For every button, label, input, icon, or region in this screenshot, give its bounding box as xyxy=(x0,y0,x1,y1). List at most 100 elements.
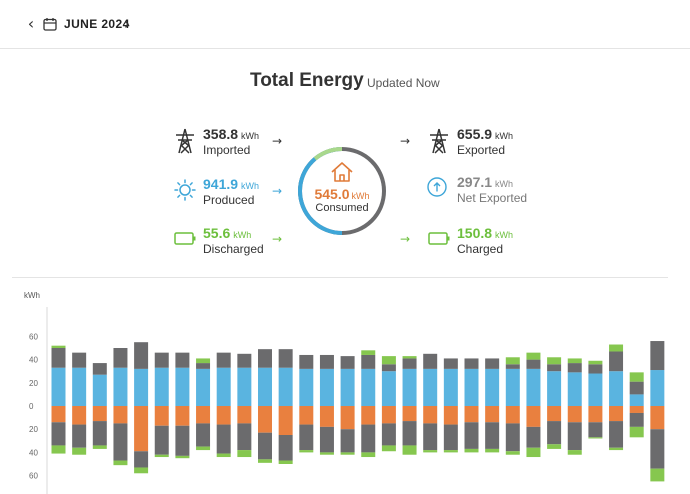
bar-battery-charged xyxy=(381,356,396,365)
bar-home xyxy=(464,406,479,423)
bar-solar xyxy=(526,368,541,406)
bar-battery-discharged xyxy=(505,451,520,455)
bar-battery-charged xyxy=(402,356,417,359)
bar-home xyxy=(278,406,293,435)
exported-arrow: → xyxy=(400,134,411,148)
battery-icon xyxy=(174,232,196,245)
bar-solar xyxy=(567,372,582,406)
bar-grid-exported xyxy=(299,354,314,369)
bar-home xyxy=(485,406,500,423)
bar-home xyxy=(402,406,417,422)
bar-solar xyxy=(464,368,479,406)
prev-month-button[interactable]: ‹ xyxy=(27,14,35,33)
up-arrow-circle-icon xyxy=(427,177,447,197)
bar-grid-exported xyxy=(505,364,520,369)
bar-home xyxy=(381,406,396,424)
bar-grid-exported xyxy=(464,358,479,369)
battery-icon xyxy=(428,232,450,245)
bar-battery-charged xyxy=(361,350,376,355)
bar-grid-imported xyxy=(154,425,169,455)
bar-grid-imported xyxy=(319,426,334,453)
bar-battery-discharged xyxy=(113,460,128,466)
updated-status: Updated Now xyxy=(367,76,440,90)
bar-battery-discharged xyxy=(567,450,582,455)
bar-solar xyxy=(175,367,190,406)
bar-grid-exported xyxy=(629,381,644,395)
bar-battery-discharged xyxy=(423,450,438,453)
bar-grid-imported xyxy=(196,423,211,447)
bar-home xyxy=(361,406,376,425)
exported-label: Exported xyxy=(457,143,506,157)
power-tower-icon xyxy=(176,128,194,154)
produced-unit: kWh xyxy=(241,181,260,191)
bar-solar xyxy=(505,368,520,406)
bar-battery-charged xyxy=(588,360,603,365)
house-icon xyxy=(331,162,353,182)
bar-battery-charged xyxy=(567,358,582,364)
bar-grid-imported xyxy=(72,424,87,448)
bar-grid-exported xyxy=(361,354,376,369)
bar-grid-imported xyxy=(340,429,355,453)
bar-grid-imported xyxy=(567,422,582,451)
bar-grid-exported xyxy=(423,353,438,369)
bar-battery-charged xyxy=(526,352,541,360)
bar-solar xyxy=(340,368,355,406)
bar-grid-imported xyxy=(505,423,520,452)
y-axis-unit-label: kWh xyxy=(24,291,40,300)
bar-home xyxy=(567,406,582,423)
y-tick-label: 20 xyxy=(29,425,38,434)
bar-battery-discharged xyxy=(299,450,314,453)
produced-arrow: → xyxy=(272,184,283,198)
bar-battery-charged xyxy=(51,345,66,348)
charged-label: Charged xyxy=(457,242,504,256)
bar-home xyxy=(299,406,314,425)
bar-grid-exported xyxy=(196,363,211,369)
bar-grid-exported xyxy=(609,351,624,372)
net-exported-unit: kWh xyxy=(495,179,514,189)
bar-grid-exported xyxy=(567,363,582,373)
bar-solar xyxy=(402,368,417,406)
exported-unit: kWh xyxy=(495,131,514,141)
bar-home xyxy=(505,406,520,424)
page-title: Total Energy xyxy=(250,70,364,91)
bar-solar xyxy=(299,368,314,406)
bar-grid-exported xyxy=(650,341,665,371)
power-tower-icon xyxy=(430,128,448,154)
bar-grid-imported xyxy=(381,423,396,446)
bar-battery-charged xyxy=(505,357,520,365)
month-selector[interactable]: JUNE 2024 xyxy=(64,17,130,31)
discharged-unit: kWh xyxy=(233,230,252,240)
bar-home xyxy=(340,406,355,430)
imported-value: 358.8 kWh xyxy=(203,126,260,142)
bar-battery-discharged xyxy=(237,450,252,458)
bar-solar xyxy=(196,368,211,406)
bar-solar xyxy=(485,368,500,406)
bar-battery-discharged xyxy=(485,448,500,453)
bar-home xyxy=(134,406,149,452)
bar-battery-discharged xyxy=(278,460,293,464)
bar-battery-discharged xyxy=(629,426,644,438)
bar-solar xyxy=(547,371,562,406)
calendar-icon[interactable] xyxy=(43,17,57,31)
bar-grid-imported xyxy=(464,422,479,449)
bar-solar xyxy=(51,367,66,406)
bar-battery-discharged xyxy=(340,452,355,455)
bar-grid-imported xyxy=(237,423,252,451)
bar-battery-discharged xyxy=(196,446,211,451)
bar-grid-imported xyxy=(609,421,624,448)
bar-grid-imported xyxy=(423,423,438,451)
bar-grid-exported xyxy=(485,358,500,369)
bar-battery-discharged xyxy=(650,468,665,482)
bar-grid-imported xyxy=(258,432,272,460)
bar-home xyxy=(547,406,562,422)
bar-grid-imported xyxy=(547,421,562,445)
discharged-arrow: → xyxy=(272,232,283,246)
bar-battery-charged xyxy=(547,357,562,365)
bar-battery-discharged xyxy=(402,445,417,455)
bar-grid-exported xyxy=(72,352,87,368)
discharged-value: 55.6 kWh xyxy=(203,225,252,241)
bar-solar xyxy=(650,370,665,406)
bar-grid-imported xyxy=(175,425,190,456)
next-month-button[interactable]: › xyxy=(123,14,131,33)
imported-label: Imported xyxy=(203,143,251,157)
